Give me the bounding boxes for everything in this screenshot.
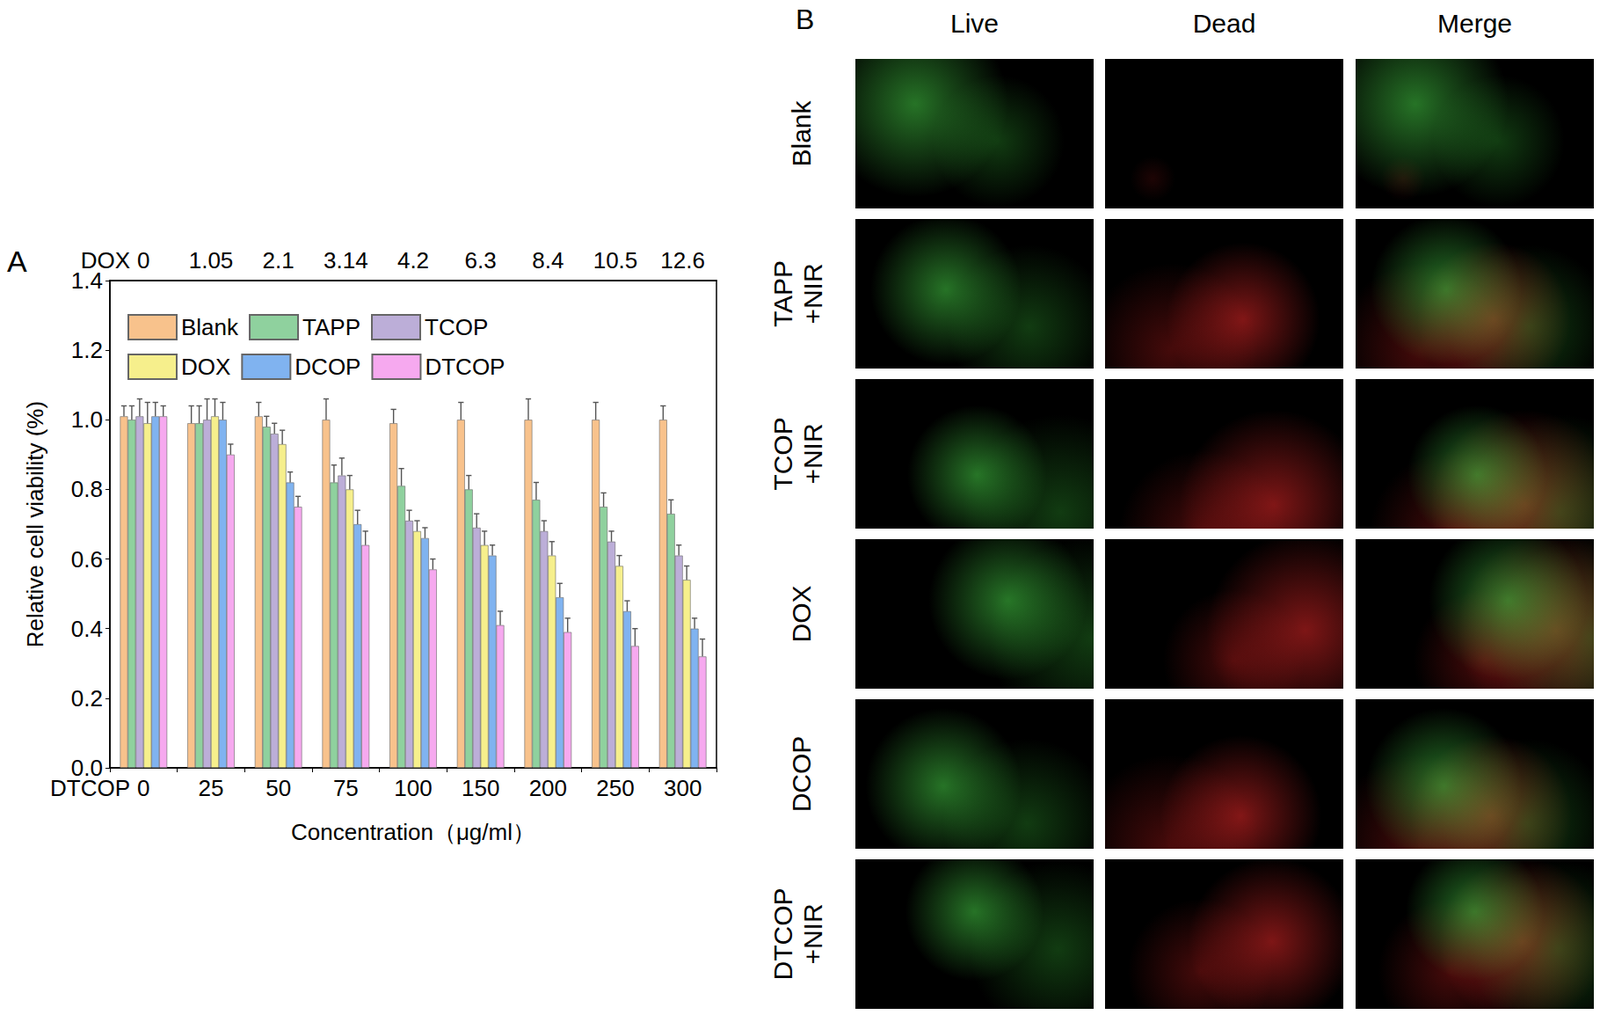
html-text:+NIR: +NIR [798,423,828,485]
svg-text:Concentration（μg/ml）: Concentration（μg/ml） [290,818,536,845]
html-text:TCOP: TCOP [768,416,798,491]
svg-text:8.4: 8.4 [531,247,564,274]
svg-text:0.8: 0.8 [71,475,103,502]
svg-text:DTCOP: DTCOP [424,353,505,380]
svg-text:DOX: DOX [80,247,131,274]
svg-text:1.05: 1.05 [189,247,234,274]
svg-text:300: 300 [663,774,702,801]
svg-text:DOX: DOX [181,353,231,380]
svg-text:1.4: 1.4 [71,267,103,294]
svg-text:50: 50 [265,774,291,801]
html-text:DTCOP: DTCOP [768,887,798,980]
svg-text:A: A [7,244,28,278]
html-text:+NIR: +NIR [798,263,828,325]
html-text:Merge: Merge [1437,8,1513,38]
svg-text:TCOP: TCOP [424,313,488,341]
svg-text:2.1: 2.1 [262,247,295,274]
svg-text:25: 25 [198,774,225,801]
html-text:DCOP: DCOP [786,735,816,812]
html-text:TAPP: TAPP [768,260,798,328]
html-text:DOX: DOX [786,585,816,643]
svg-text:DCOP: DCOP [294,353,361,380]
svg-text:150: 150 [461,774,500,801]
html-text:Dead: Dead [1192,8,1256,38]
svg-text:0.2: 0.2 [71,684,103,712]
svg-text:10.5: 10.5 [593,247,639,274]
svg-text:6.3: 6.3 [465,247,497,274]
svg-text:TAPP: TAPP [302,313,361,341]
svg-text:0.6: 0.6 [71,545,103,573]
svg-text:100: 100 [393,774,432,801]
svg-text:Blank: Blank [181,313,240,341]
html-text:B: B [795,3,815,36]
svg-text:0.0: 0.0 [71,754,103,781]
svg-text:0: 0 [137,247,150,274]
svg-text:1.2: 1.2 [71,336,103,364]
svg-text:4.2: 4.2 [397,247,430,274]
svg-text:250: 250 [596,774,634,801]
html-text:Live: Live [950,8,999,38]
svg-text:DTCOP: DTCOP [50,774,131,801]
svg-text:Relative cell viability (%): Relative cell viability (%) [21,400,49,648]
svg-text:0.4: 0.4 [71,615,103,642]
svg-text:12.6: 12.6 [660,247,706,274]
svg-text:200: 200 [529,774,568,801]
svg-text:3.14: 3.14 [323,247,369,274]
svg-text:75: 75 [333,774,359,801]
svg-text:1.0: 1.0 [71,406,103,433]
svg-text:0: 0 [137,774,150,801]
html-text:+NIR: +NIR [798,903,828,965]
html-text:Blank: Blank [786,100,816,167]
